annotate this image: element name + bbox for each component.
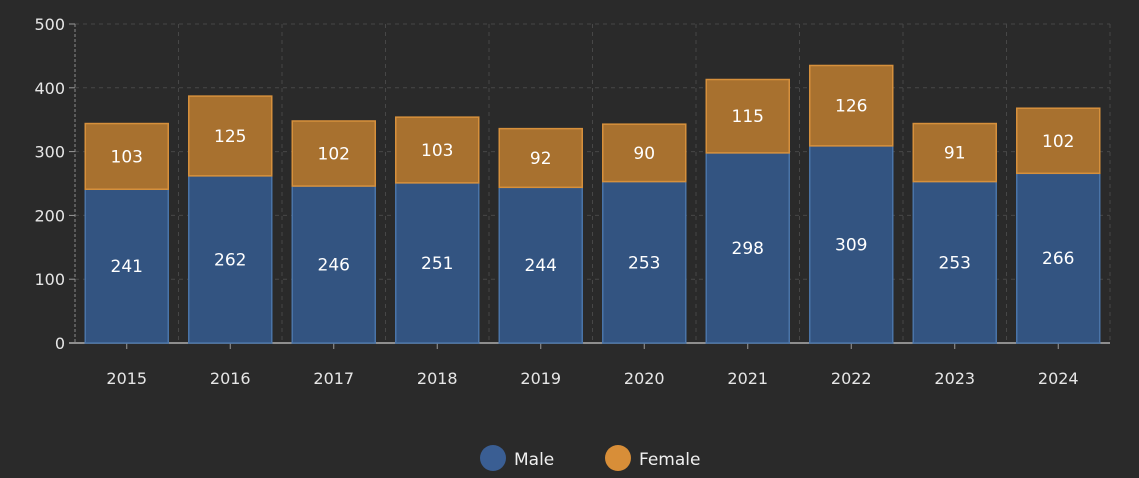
bar-male-2015[interactable]	[84, 188, 169, 344]
data-label-female-2019: 92	[530, 149, 552, 169]
bar-male-2016[interactable]	[188, 175, 273, 344]
data-label-female-2018: 103	[421, 141, 453, 161]
data-label-male-2019: 244	[525, 256, 557, 276]
data-label-female-2022: 126	[835, 97, 867, 117]
data-label-male-2017: 246	[318, 256, 350, 276]
data-label-male-2015: 241	[111, 257, 143, 277]
data-label-male-2020: 253	[628, 253, 660, 273]
legend[interactable]: Male Female	[480, 445, 700, 471]
bar-female-2021[interactable]	[705, 78, 790, 154]
data-label-male-2023: 253	[939, 253, 971, 273]
data-label-male-2018: 251	[421, 254, 453, 274]
bar-female-2017[interactable]	[291, 120, 376, 187]
y-tick-label: 400	[34, 79, 65, 98]
legend-swatch-female	[605, 445, 631, 471]
bar-female-2015[interactable]	[84, 122, 169, 190]
data-label-male-2022: 309	[835, 235, 867, 255]
x-tick-label: 2018	[417, 369, 458, 388]
y-tick-label: 500	[34, 15, 65, 34]
data-label-female-2020: 90	[633, 144, 655, 164]
bar-female-2018[interactable]	[395, 116, 480, 184]
data-label-male-2024: 266	[1042, 249, 1074, 269]
data-labels: 241 103 262 125 246 102 251 103 244 92 253 90 298 115…	[111, 97, 1075, 277]
bar-male-2018[interactable]	[395, 182, 480, 344]
x-tick-label: 2019	[520, 369, 561, 388]
bar-female-2020[interactable]	[602, 123, 687, 183]
x-tick-label: 2023	[934, 369, 975, 388]
x-tick-label: 2021	[727, 369, 768, 388]
legend-swatch-male	[480, 445, 506, 471]
data-label-female-2023: 91	[944, 144, 966, 164]
data-label-male-2021: 298	[732, 239, 764, 259]
bars	[84, 64, 1101, 344]
bar-male-2021[interactable]	[705, 152, 790, 344]
y-tick-label: 200	[34, 206, 65, 225]
bar-female-2024[interactable]	[1016, 107, 1101, 175]
legend-item-female[interactable]: Female	[605, 445, 700, 471]
bar-female-2016[interactable]	[188, 95, 273, 177]
legend-label-female: Female	[639, 450, 700, 470]
x-tick-label: 2017	[313, 369, 354, 388]
bar-male-2019[interactable]	[498, 186, 583, 344]
y-tick-label: 300	[34, 143, 65, 162]
x-tick-label: 2024	[1038, 369, 1079, 388]
bar-male-2024[interactable]	[1016, 172, 1101, 344]
data-label-female-2015: 103	[111, 147, 143, 167]
y-tick-label: 0	[55, 334, 65, 353]
axes: 0 100 200 300 400 500 2015 2016 2017 2018 2019 2020…	[34, 15, 1110, 388]
bar-female-2019[interactable]	[498, 127, 583, 189]
legend-label-male: Male	[514, 450, 554, 470]
data-label-female-2024: 102	[1042, 132, 1074, 152]
data-label-female-2016: 125	[214, 127, 246, 147]
data-label-male-2016: 262	[214, 250, 246, 270]
bar-female-2022[interactable]	[809, 64, 894, 147]
x-tick-label: 2022	[831, 369, 872, 388]
legend-item-male[interactable]: Male	[480, 445, 554, 471]
bar-male-2017[interactable]	[291, 185, 376, 344]
bar-female-2023[interactable]	[912, 122, 997, 183]
data-label-female-2021: 115	[732, 107, 764, 127]
bar-male-2022[interactable]	[809, 145, 894, 344]
y-tick-label: 100	[34, 270, 65, 289]
x-tick-label: 2020	[624, 369, 665, 388]
grid	[75, 23, 1111, 343]
data-label-female-2017: 102	[318, 145, 350, 165]
bar-male-2020[interactable]	[602, 180, 687, 344]
x-tick-label: 2015	[106, 369, 147, 388]
x-tick-label: 2016	[210, 369, 251, 388]
